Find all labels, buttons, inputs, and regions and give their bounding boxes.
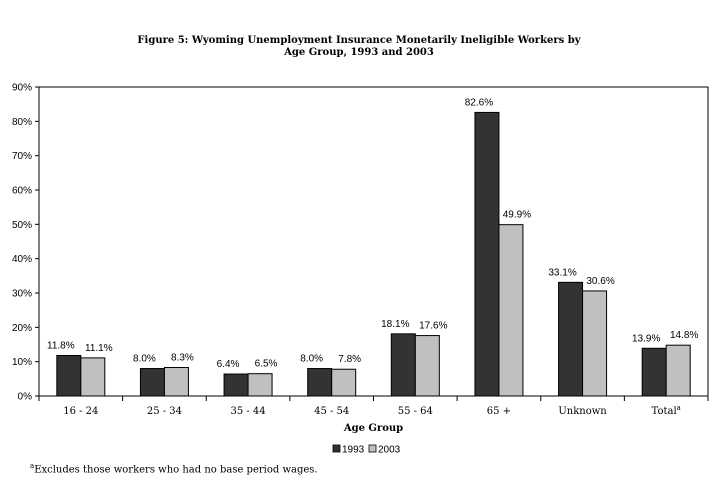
x-tick-label: 65 + (487, 406, 511, 417)
x-tick-label: 25 - 34 (147, 406, 182, 417)
data-label: 6.4% (217, 359, 240, 370)
y-tick-label: 20% (12, 323, 32, 334)
bar-1993-1 (139, 368, 165, 397)
x-tick-superscript: a (677, 404, 681, 412)
y-tick-label: 40% (12, 254, 32, 265)
data-label: 18.1% (381, 319, 409, 330)
bar-1993-2 (223, 373, 249, 397)
y-tick-label: 60% (12, 186, 32, 197)
y-tick-label: 0% (18, 392, 33, 403)
data-label: 30.6% (586, 276, 614, 287)
data-label: 8.0% (133, 354, 156, 365)
bar-1993-5 (474, 111, 500, 397)
bar-2003-4 (414, 335, 440, 397)
y-tick-label: 70% (12, 151, 32, 162)
data-label: 33.1% (548, 267, 576, 278)
bar-2003-0 (80, 357, 106, 397)
x-tick-label: 55 - 64 (398, 406, 433, 417)
data-label: 7.8% (338, 354, 361, 365)
bar-1993-0 (56, 354, 82, 397)
bar-2003-1 (163, 367, 189, 397)
footnote-text: Excludes those workers who had no base p… (34, 464, 318, 476)
data-label: 13.9% (632, 333, 660, 344)
bar-1993-7 (641, 347, 667, 397)
x-tick-label: Totala (652, 404, 681, 417)
y-tick-label: 30% (12, 289, 32, 300)
data-label: 17.6% (419, 321, 447, 332)
bar-2003-5 (498, 224, 524, 397)
data-label: 8.0% (300, 354, 323, 365)
data-label: 49.9% (503, 210, 531, 221)
legend-label-2003: 2003 (378, 445, 401, 456)
bar-1993-4 (390, 333, 416, 397)
data-label: 8.3% (171, 353, 194, 364)
y-tick-label: 90% (12, 83, 32, 94)
legend-swatch-1993 (332, 444, 341, 453)
legend-label-1993: 1993 (342, 445, 365, 456)
x-tick-label: 45 - 54 (314, 406, 349, 417)
y-tick-label: 10% (12, 357, 32, 368)
legend-swatch-2003 (368, 444, 377, 453)
x-axis-title: Age Group (343, 423, 403, 434)
y-tick-label: 80% (12, 117, 32, 128)
data-label: 11.8% (47, 340, 75, 351)
bar-2003-7 (665, 344, 691, 397)
bar-2003-3 (331, 368, 357, 397)
footnote: aExcludes those workers who had no base … (30, 462, 318, 475)
x-tick-label: Unknown (558, 406, 607, 417)
bar-1993-6 (558, 281, 584, 397)
data-label: 6.5% (255, 359, 278, 370)
data-label: 14.8% (670, 330, 698, 341)
x-tick-label: 35 - 44 (230, 406, 265, 417)
chart-title-line-2: Age Group, 1993 and 2003 (284, 47, 434, 58)
chart-title-line-1: Figure 5: Wyoming Unemployment Insurance… (137, 35, 581, 46)
x-tick-label: 16 - 24 (63, 406, 98, 417)
data-label: 82.6% (465, 97, 493, 108)
plot-frame (38, 86, 709, 397)
footnote-marker: a (30, 462, 35, 470)
bar-2003-2 (247, 373, 273, 397)
data-label: 11.1% (85, 343, 113, 354)
bar-1993-3 (307, 368, 333, 397)
y-tick-label: 50% (12, 220, 32, 231)
bar-2003-6 (582, 290, 608, 397)
